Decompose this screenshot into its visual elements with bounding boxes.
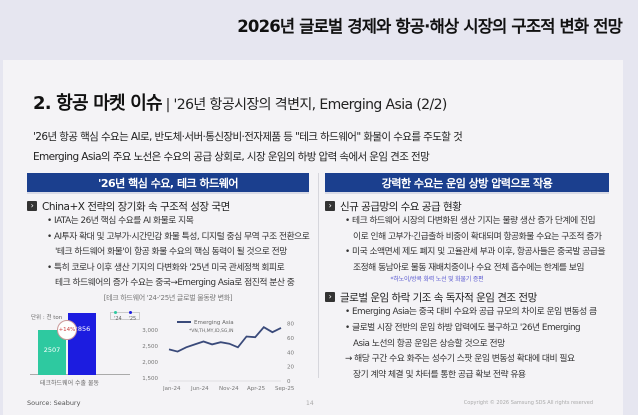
arrow-box-icon: › bbox=[325, 292, 335, 303]
svg-text:Sep-25: Sep-25 bbox=[275, 386, 295, 392]
bullet-item: → 해당 구간 수요 화주는 성수기 스팟 운임 변동성 확대에 대비 필요 bbox=[345, 354, 575, 365]
right-section2-title: › 글로벌 운임 하락 기조 속 독자적 운임 견조 전망 bbox=[325, 289, 609, 305]
bullet-item: • 특히 코로나 이후 생산 기지의 다변화와 '25년 미국 관세정책 회피로 bbox=[47, 262, 285, 273]
svg-text:80: 80 bbox=[287, 322, 294, 328]
left-section-title: › China+X 전략의 장기화 속 구조적 성장 국면 bbox=[27, 198, 309, 214]
bullet-item: • 미국 소액면세 제도 폐지 및 고율관세 부과 이후, 항공사들은 중국발 … bbox=[345, 247, 606, 258]
svg-text:Jun-24: Jun-24 bbox=[190, 386, 209, 392]
svg-text:20: 20 bbox=[287, 365, 294, 371]
bullet-item: 조정해 동남아로 물동 재배치중이나 수요 전체 흡수에는 한계를 보임 bbox=[353, 262, 584, 273]
bullet-item: • Emerging Asia는 중국 대비 수요와 공급 규모의 차이로 운임… bbox=[345, 307, 597, 318]
bullet-item: '테크 하드웨어 화물'이 항공 화물 수요의 핵심 동력이 될 것으로 전망 bbox=[55, 247, 287, 258]
svg-text:*VN,TH,MY,ID,SG,IN: *VN,TH,MY,ID,SG,IN bbox=[189, 328, 233, 334]
slide-heading: 2. 항공 마켓 이슈 | '26년 항공시장의 격변지, Emerging A… bbox=[33, 89, 447, 115]
bullet-item: Asia 노선의 항공 운임은 상승할 것으로 전망 bbox=[353, 338, 505, 349]
arrow-box-icon: › bbox=[325, 201, 335, 211]
svg-text:0: 0 bbox=[287, 379, 291, 385]
column-divider bbox=[318, 173, 319, 378]
summary-line: '26년 항공 핵심 수요는 AI로, 반도체·서버·통신장비·전자제품 등 "… bbox=[33, 131, 463, 143]
left-band-header: '26년 핵심 수요, 테크 하드웨어 bbox=[27, 173, 309, 194]
slide: 2. 항공 마켓 이슈 | '26년 항공시장의 격변지, Emerging A… bbox=[3, 60, 623, 415]
svg-text:Jan-24: Jan-24 bbox=[163, 386, 181, 392]
line-chart: Emerging Asia *VN,TH,MY,ID,SG,IN 0 20 40 60… bbox=[162, 310, 303, 395]
svg-text:Nov-24: Nov-24 bbox=[219, 386, 239, 392]
growth-badge: +14% bbox=[57, 320, 77, 340]
heading-subtitle: | '26년 항공시장의 격변지, Emerging Asia (2/2) bbox=[161, 97, 448, 113]
left-bullets: • IATA는 26년 핵심 수요를 AI 화물로 지목 • AI투자 확대 및… bbox=[47, 214, 310, 292]
bullet-item: • AI투자 확대 및 고부가·시간민감 화물 특성, 디지털 중심 무역 구조… bbox=[47, 231, 310, 242]
right-band-header: 강력한 수요는 운임 상방 압력으로 작용 bbox=[325, 173, 609, 194]
bar-chart: 단위 : 천 ton '24 '25 2507 2856 +14% 3,000 … bbox=[25, 310, 165, 395]
right-section1-title: › 신규 공급망의 수요 공급 현황 bbox=[325, 198, 609, 214]
right-section2-bullets: • Emerging Asia는 중국 대비 수요와 공급 규모의 차이로 운임… bbox=[345, 305, 609, 383]
y-axis-ticks: 3,000 2,500 2,000 1,500 bbox=[142, 328, 158, 382]
svg-text:Emerging Asia: Emerging Asia bbox=[194, 320, 234, 326]
summary: '26년 항공 핵심 수요는 AI로, 반도체·서버·통신장비·전자제품 등 "… bbox=[33, 127, 463, 167]
svg-text:Apr-25: Apr-25 bbox=[247, 386, 266, 392]
bullet-item: 장기 계약 체결 및 차터를 통한 공급 확보 전략 유용 bbox=[353, 369, 526, 380]
svg-text:40: 40 bbox=[287, 350, 294, 356]
right-section1-bullets: • 테크 하드웨어 시장의 다변화된 생산 기지는 물량 생산 증가 단계에 진… bbox=[345, 214, 609, 276]
bullet-item: • IATA는 26년 핵심 수요를 AI 화물로 지목 bbox=[47, 216, 194, 226]
section-title-text: 글로벌 운임 하락 기조 속 독자적 운임 견조 전망 bbox=[340, 291, 537, 304]
figure-caption: [테크 하드웨어 '24-'25년 글로벌 물동량 변화] bbox=[103, 293, 233, 302]
bullet-item: 이로 인해 고부가·긴급출하 비중이 확대되며 항공화물 수요는 구조적 증가 bbox=[353, 231, 602, 242]
bullet-item: • 글로벌 시장 전반의 운임 하방 압력에도 불구하고 '26년 Emergi… bbox=[345, 322, 581, 333]
heading-main: 2. 항공 마켓 이슈 bbox=[33, 93, 163, 114]
right-column: 강력한 수요는 운임 상방 압력으로 작용 › 신규 공급망의 수요 공급 현황… bbox=[325, 173, 609, 383]
presentation-title: 2026년 글로벌 경제와 항공·해상 시장의 구조적 변화 전망 bbox=[237, 17, 623, 36]
page-number: 14 bbox=[306, 400, 314, 407]
line-chart-svg: Emerging Asia *VN,TH,MY,ID,SG,IN 0 20 40 60… bbox=[162, 320, 295, 392]
copyright: Copyright © 2026 Samsung SDS All rights … bbox=[463, 400, 593, 406]
left-column: '26년 핵심 수요, 테크 하드웨어 › China+X 전략의 장기화 속 … bbox=[27, 173, 310, 303]
source-note: Source: Seabury bbox=[27, 399, 81, 407]
bullet-item: • 테크 하드웨어 시장의 다변화된 생산 기지는 물량 생산 증가 단계에 진… bbox=[345, 216, 596, 226]
chart-legend: '24 '25 bbox=[110, 311, 140, 322]
bar-chart-caption: 테크하드웨어 수출 물동 bbox=[40, 380, 100, 387]
arrow-box-icon: › bbox=[27, 201, 37, 211]
svg-text:60: 60 bbox=[287, 336, 294, 342]
section-title-text: China+X 전략의 장기화 속 구조적 성장 국면 bbox=[42, 200, 230, 213]
section-title-text: 신규 공급망의 수요 공급 현황 bbox=[340, 200, 462, 213]
bullet-item: 테크 하드웨어의 증가 수요는 중국→Emerging Asia로 점진적 분산… bbox=[55, 278, 295, 289]
footnote: *하노이/방콕 화력 노선 및 화물기 증편 bbox=[390, 276, 484, 284]
summary-line: Emerging Asia의 주요 노선은 수요의 공급 상회로, 시장 운임의… bbox=[33, 151, 430, 163]
chart-unit: 단위 : 천 ton bbox=[31, 315, 63, 321]
